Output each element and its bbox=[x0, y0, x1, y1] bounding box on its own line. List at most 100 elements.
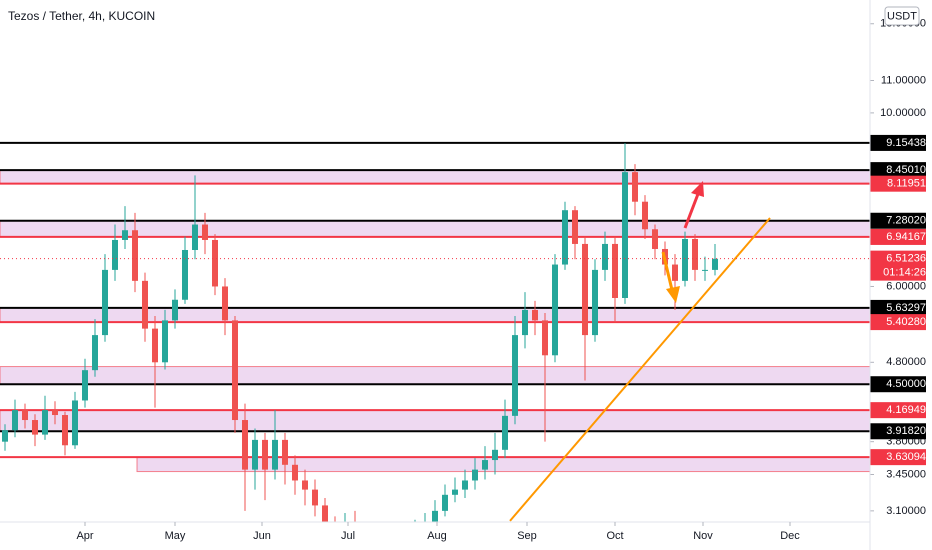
level-label: 4.50000 bbox=[886, 378, 926, 390]
candle-body bbox=[192, 224, 198, 250]
candle bbox=[252, 428, 258, 490]
candle bbox=[42, 395, 48, 440]
zone bbox=[0, 366, 870, 385]
candle-body bbox=[482, 460, 488, 470]
candle bbox=[622, 143, 628, 304]
down-arrow bbox=[661, 251, 680, 303]
candle bbox=[122, 206, 128, 249]
arrow-shaft bbox=[661, 251, 674, 291]
level-label-box bbox=[870, 134, 926, 151]
candle bbox=[702, 256, 708, 281]
level-label-box bbox=[870, 449, 926, 466]
currency-label: USDT bbox=[887, 10, 917, 22]
last-price-label: 6.51236 bbox=[886, 253, 926, 265]
candle-body bbox=[242, 420, 248, 470]
level-label-box bbox=[870, 228, 926, 245]
arrow-shaft bbox=[683, 193, 700, 229]
candle-body bbox=[612, 243, 618, 298]
candle bbox=[282, 432, 288, 485]
candle bbox=[442, 484, 448, 517]
currency-badge bbox=[884, 6, 920, 26]
candle bbox=[512, 316, 518, 425]
trendline bbox=[509, 217, 771, 522]
candle bbox=[322, 497, 328, 522]
candle bbox=[202, 212, 208, 255]
candle-body bbox=[252, 439, 258, 470]
candle-body bbox=[232, 320, 238, 421]
plot-area bbox=[0, 141, 870, 522]
candle-body bbox=[282, 439, 288, 465]
candle bbox=[102, 254, 108, 342]
candle-body bbox=[262, 439, 268, 470]
candle-body bbox=[322, 505, 328, 522]
candle bbox=[692, 234, 698, 281]
level-label-box bbox=[870, 162, 926, 179]
level-label: 5.63297 bbox=[886, 302, 926, 314]
candle bbox=[652, 224, 658, 260]
candle bbox=[572, 206, 578, 260]
x-tick-label: Apr bbox=[76, 530, 93, 542]
candle-body bbox=[122, 230, 128, 240]
candle bbox=[552, 254, 558, 363]
level-label-box bbox=[870, 423, 926, 440]
x-tick-label: Dec bbox=[780, 530, 800, 542]
candle bbox=[592, 259, 598, 342]
arrow-head bbox=[666, 286, 680, 303]
candle bbox=[312, 479, 318, 517]
candle bbox=[542, 312, 548, 442]
candle-body bbox=[202, 224, 208, 240]
candle bbox=[612, 236, 618, 323]
candle-body bbox=[82, 370, 88, 401]
candle bbox=[354, 510, 356, 522]
candle bbox=[262, 432, 268, 501]
candle bbox=[482, 446, 488, 480]
candle-body bbox=[552, 264, 558, 356]
level-label-box bbox=[870, 314, 926, 331]
chart-title: Tezos / Tether, 4h, KUCOIN bbox=[8, 9, 155, 23]
candle bbox=[502, 399, 508, 459]
candle bbox=[344, 513, 346, 522]
candle-body bbox=[102, 269, 108, 336]
candle-body bbox=[492, 449, 498, 461]
candle-body bbox=[112, 239, 118, 270]
candle-body bbox=[22, 410, 28, 421]
candle bbox=[582, 236, 588, 381]
candle-body bbox=[582, 243, 588, 336]
candle-body bbox=[32, 420, 38, 435]
candle bbox=[472, 458, 478, 490]
candle-body bbox=[672, 264, 678, 281]
candle-body bbox=[222, 286, 228, 321]
candle bbox=[562, 201, 568, 270]
candle bbox=[82, 358, 88, 408]
level-label: 6.94167 bbox=[886, 231, 926, 243]
x-tick-label: May bbox=[165, 530, 186, 542]
candle-body bbox=[212, 239, 218, 287]
level-label: 8.45010 bbox=[886, 164, 926, 176]
candle bbox=[32, 414, 38, 447]
x-tick-label: Aug bbox=[427, 530, 447, 542]
last-price-box bbox=[870, 250, 926, 281]
candle bbox=[492, 432, 498, 475]
x-tick-label: Sep bbox=[517, 530, 537, 542]
candle bbox=[132, 212, 138, 293]
candle-body bbox=[702, 269, 708, 271]
candle bbox=[62, 411, 68, 456]
candle bbox=[432, 500, 438, 522]
candle bbox=[462, 469, 468, 498]
candle-body bbox=[272, 439, 278, 470]
candle-body bbox=[52, 410, 58, 416]
candle bbox=[112, 224, 118, 281]
candle-body bbox=[462, 480, 468, 490]
level-label: 5.40280 bbox=[886, 316, 926, 328]
candle-body bbox=[632, 172, 638, 202]
candle bbox=[632, 164, 638, 216]
candle-body bbox=[432, 510, 438, 522]
y-tick-label: 10.00000 bbox=[880, 107, 926, 119]
candle-body bbox=[472, 469, 478, 481]
candle-body bbox=[452, 489, 458, 495]
candle-body bbox=[712, 258, 718, 270]
candle bbox=[522, 292, 528, 349]
level-label-box bbox=[870, 376, 926, 393]
candle-body bbox=[682, 238, 688, 281]
